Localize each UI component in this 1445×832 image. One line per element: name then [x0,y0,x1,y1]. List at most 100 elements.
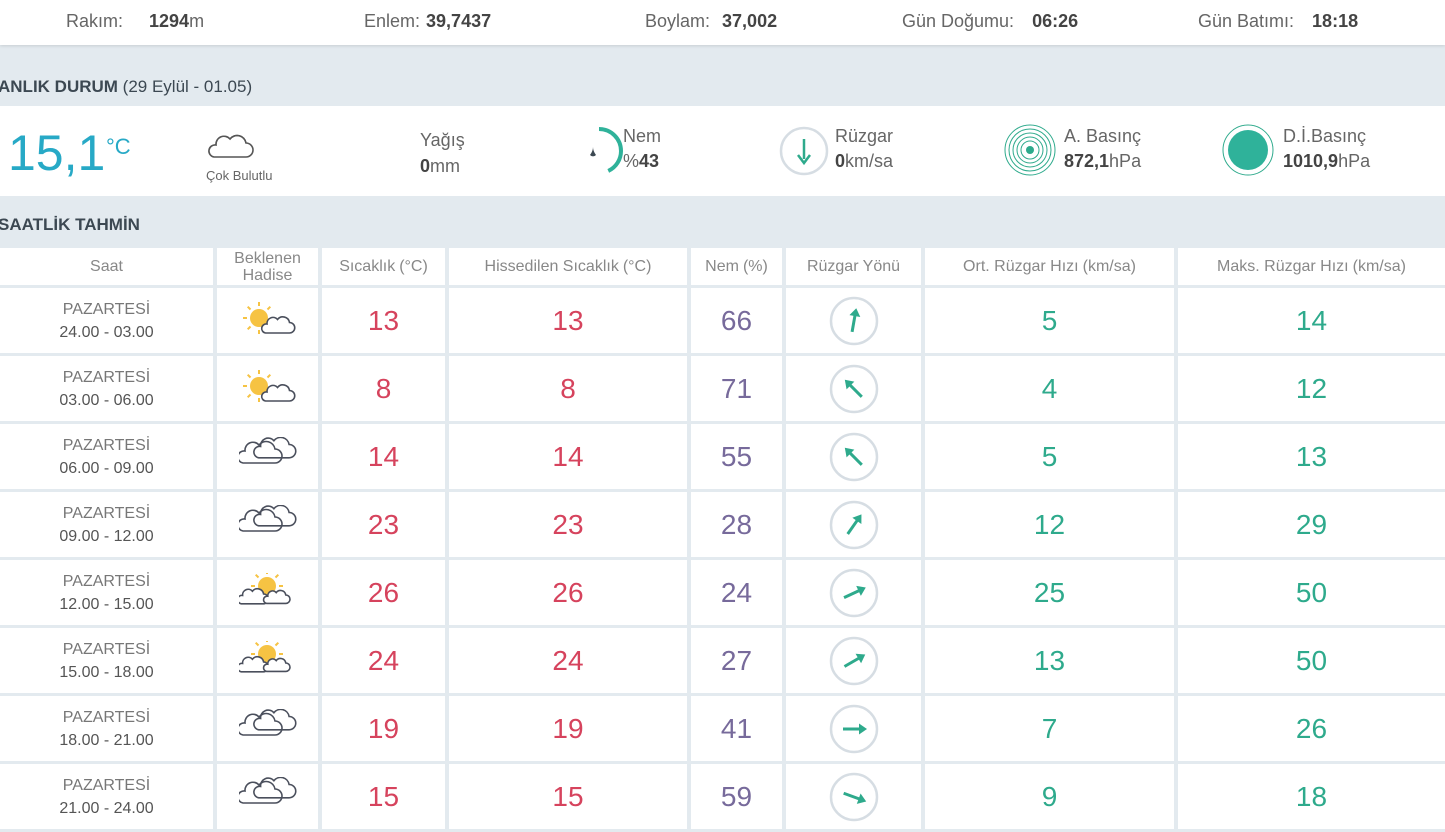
pressure-value: 872,1hPa [1064,151,1141,172]
time-range: 09.00 - 12.00 [59,527,154,545]
column-header: Nem (%) [691,248,782,285]
time-range: 24.00 - 03.00 [59,323,154,341]
wind-avg: 4 [925,356,1174,421]
humidity: 41 [691,696,782,761]
cloud [262,589,291,604]
day: PAZARTESİ [62,504,151,522]
precip-unit: mm [430,156,461,176]
wind-avg: 12 [925,492,1174,557]
time-range: 03.00 - 06.00 [59,391,154,409]
time-range: 12.00 - 15.00 [59,595,154,613]
wind-arrow [842,585,866,599]
time-cell: PAZARTESİ 15.00 - 18.00 [0,628,213,693]
info-label: Rakım: [66,11,124,31]
time-range: 18.00 - 21.00 [59,731,154,749]
weather-cell [217,560,318,625]
info-value: 18:18 [1312,11,1359,31]
wind-max: 29 [1178,492,1445,557]
header-text: Saat [90,258,123,275]
wind-label: Rüzgar [835,126,894,146]
day: PAZARTESİ [62,436,151,454]
wind-value: 0km/sa [835,151,893,172]
column-header: Saat [0,248,213,285]
temperature-unit: °C [106,134,131,159]
current-title: ANLIK DURUM [0,77,118,96]
header-unit: (°C) [622,258,652,275]
temperature: 23 [322,492,445,557]
wind-direction-icon [829,636,878,685]
weather-icon [238,776,297,804]
wind-icon [779,126,829,176]
wind-direction-cell [786,356,921,421]
temperature: 13 [322,288,445,353]
cloud [252,708,297,731]
current-panel: 15,1 °C Çok Bulutlu Yağış 0mm Nem %43 Rü… [0,106,1445,196]
info-item: Boylam: 37,002 [645,11,777,32]
header-unit: (km/sa) [1352,258,1406,275]
info-item: Rakım: 1294m [66,11,204,32]
time-cell: PAZARTESİ 18.00 - 21.00 [0,696,213,761]
header-text: Beklenen Hadise [217,250,318,284]
feels-like: 23 [449,492,687,557]
info-label: Enlem: [364,11,421,31]
info-item: Gün Batımı: 18:18 [1198,11,1358,32]
info-label: Gün Batımı: [1198,11,1295,31]
pressure-icon [1004,124,1056,176]
header-text: Nem (%) [705,258,768,275]
wind-max: 50 [1178,560,1445,625]
time-range: 21.00 - 24.00 [59,799,154,817]
info-value: 37,002 [722,11,778,31]
header-text: Hissedilen Sıcaklık (°C) [485,258,652,275]
humidity: 66 [691,288,782,353]
header-unit: (°C) [399,258,428,275]
current-temperature: 15,1 [8,125,106,181]
cloud [252,504,297,527]
wind-direction-icon [829,500,878,549]
wind-direction-cell [786,492,921,557]
condition-icon [208,134,254,158]
wind-max: 18 [1178,764,1445,829]
sea-pressure-label: D.İ.Basınç [1283,126,1367,146]
humidity: 59 [691,764,782,829]
feels-like: 14 [449,424,687,489]
humidity: 24 [691,560,782,625]
hourly-title: SAATLİK TAHMİN [0,215,140,234]
temperature: 8 [322,356,445,421]
time-cell: PAZARTESİ 12.00 - 15.00 [0,560,213,625]
wind-ring [829,296,878,345]
precip-value: 0mm [420,156,460,177]
wind-ring [829,636,878,685]
feels-like: 15 [449,764,687,829]
header-text: Rüzgar Yönü [807,258,900,275]
wind-arrow [848,307,860,332]
sea-pressure-value: 1010,9hPa [1283,151,1370,172]
column-header: Beklenen Hadise [217,248,318,285]
header-text: Sıcaklık (°C) [339,258,428,275]
wind-arrow [844,447,863,466]
info-label: Gün Doğumu: [902,11,1015,31]
info-value: 1294 [149,11,190,31]
condition-text: Çok Bulutlu [206,168,273,183]
info-unit: m [189,11,205,31]
day: PAZARTESİ [62,708,151,726]
wind-arrow [845,513,861,535]
wind-ring [829,500,878,549]
feels-like: 19 [449,696,687,761]
precip-label: Yağış [420,130,465,150]
header-name: Beklenen Hadise [234,249,301,284]
header-name: Saat [90,258,123,275]
wind-avg: 5 [925,288,1174,353]
day: PAZARTESİ [62,640,151,658]
wind-ring [829,568,878,617]
wind-avg: 7 [925,696,1174,761]
time-cell: PAZARTESİ 21.00 - 24.00 [0,764,213,829]
humidity-label: Nem [623,126,662,146]
time-cell: PAZARTESİ 24.00 - 03.00 [0,288,213,353]
current-header: ANLIK DURUM (29 Eylül - 01.05) [0,77,252,97]
wind-direction-cell [786,288,921,353]
weather-icon [238,572,291,605]
cloud [252,776,297,799]
wind-avg: 9 [925,764,1174,829]
humidity: 28 [691,492,782,557]
wind-ring [829,704,878,753]
